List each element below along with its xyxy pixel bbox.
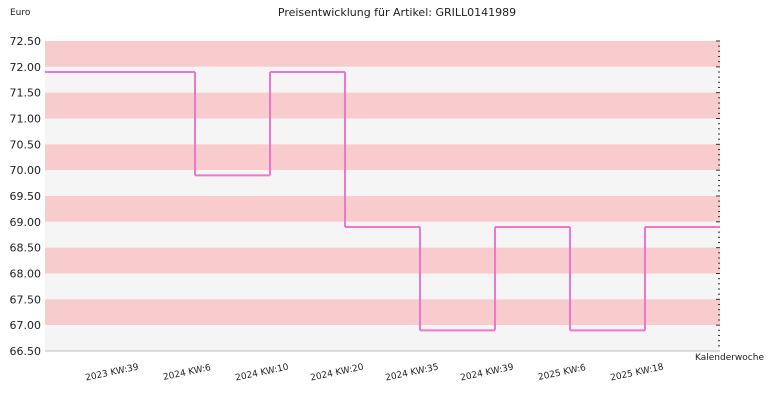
x-tick-label: 2025 KW:6 [537, 363, 587, 383]
plot-band [45, 66, 720, 93]
y-tick-label: 72.50 [10, 35, 42, 48]
chart-title: Preisentwicklung für Artikel: GRILL01419… [278, 6, 516, 19]
y-tick-label: 67.50 [10, 293, 42, 306]
x-tick-label: 2024 KW:6 [162, 363, 212, 383]
y-tick-label: 72.00 [10, 61, 42, 74]
y-axis-unit: Euro [10, 8, 31, 18]
plot-band [45, 170, 720, 196]
x-axis-ticks: 2023 KW:39 2024 KW:6 2024 KW:10 2024 KW:20 2… [85, 362, 665, 383]
x-tick-label: 2025 KW:18 [610, 362, 665, 383]
right-axis-ticks [716, 40, 720, 352]
plot-band [45, 118, 720, 145]
y-tick-label: 71.50 [10, 87, 42, 100]
y-tick-label: 68.50 [10, 242, 42, 255]
plot-band [45, 41, 720, 67]
y-tick-label: 70.00 [10, 164, 42, 177]
plot-band [45, 247, 720, 274]
plot-band [45, 196, 720, 222]
plot-band [45, 299, 720, 326]
plot-band [45, 92, 720, 119]
y-tick-label: 69.00 [10, 216, 42, 229]
x-tick-label: 2024 KW:39 [460, 362, 515, 383]
plot-band [45, 325, 720, 351]
x-tick-label: 2024 KW:10 [235, 362, 290, 383]
y-tick-label: 71.00 [10, 113, 42, 126]
plot-band [45, 221, 720, 248]
y-tick-label: 69.50 [10, 190, 42, 203]
price-series [45, 71, 720, 332]
x-axis-unit: Kalenderwoche [695, 353, 764, 363]
x-tick-label: 2023 KW:39 [85, 362, 140, 383]
y-tick-label: 70.50 [10, 138, 42, 151]
y-tick-label: 66.50 [10, 345, 42, 358]
x-tick-label: 2024 KW:35 [385, 363, 440, 384]
plot-band [45, 144, 720, 171]
plot-background-bands [45, 41, 720, 351]
y-tick-label: 67.00 [10, 319, 42, 332]
y-tick-label: 68.00 [10, 268, 42, 281]
y-axis-ticks: 72.50 72.00 71.50 71.00 70.50 70.00 69.50 69.00… [10, 35, 42, 358]
x-tick-label: 2024 KW:20 [310, 362, 365, 383]
plot-band [45, 273, 720, 300]
